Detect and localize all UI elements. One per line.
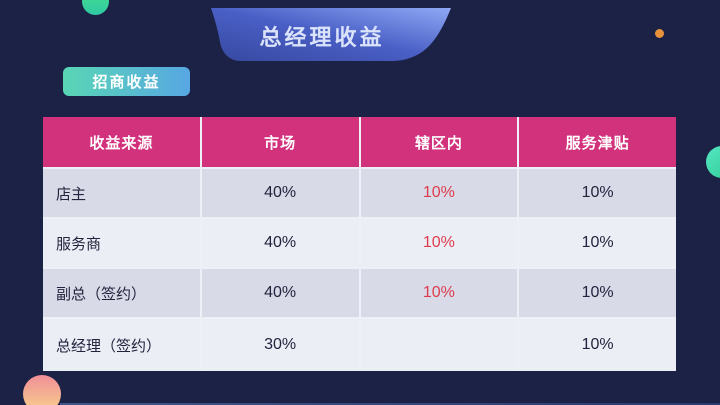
table-cell-district: 10% [360, 219, 518, 267]
section-badge: 招商收益 [63, 67, 190, 96]
table-cell-source: 店主 [43, 169, 200, 217]
table-cell-market: 40% [201, 219, 359, 267]
table-header-source: 收益来源 [43, 117, 200, 167]
title-banner: 总经理收益 [205, 6, 457, 64]
decor-circle-warm [23, 375, 61, 405]
table-cell-source: 服务商 [43, 219, 200, 267]
page-title: 总经理收益 [259, 25, 385, 50]
table-header-allowance: 服务津贴 [519, 117, 676, 167]
decor-circle-green [82, 0, 109, 15]
table-cell-source: 副总（签约） [43, 269, 200, 317]
table-cell-district: 10% [360, 169, 518, 217]
table-cell-market: 40% [201, 169, 359, 217]
revenue-table: 收益来源 市场 辖区内 服务津贴 店主 40% 10% 10% 服务商 40% … [43, 117, 676, 371]
table-cell-district [360, 319, 518, 371]
table-cell-market: 40% [201, 269, 359, 317]
table-header-market: 市场 [201, 117, 359, 167]
table-cell-source: 总经理（签约） [43, 319, 200, 371]
table-cell-allowance: 10% [519, 319, 676, 371]
table-cell-allowance: 10% [519, 269, 676, 317]
title-banner-shape [211, 8, 451, 61]
table-header-district: 辖区内 [360, 117, 518, 167]
table-cell-allowance: 10% [519, 169, 676, 217]
decor-bottom-strip [60, 403, 720, 405]
table-cell-district: 10% [360, 269, 518, 317]
decor-dot-orange [655, 29, 664, 38]
table-cell-market: 30% [201, 319, 359, 371]
decor-circle-teal [706, 146, 720, 178]
table-cell-allowance: 10% [519, 219, 676, 267]
